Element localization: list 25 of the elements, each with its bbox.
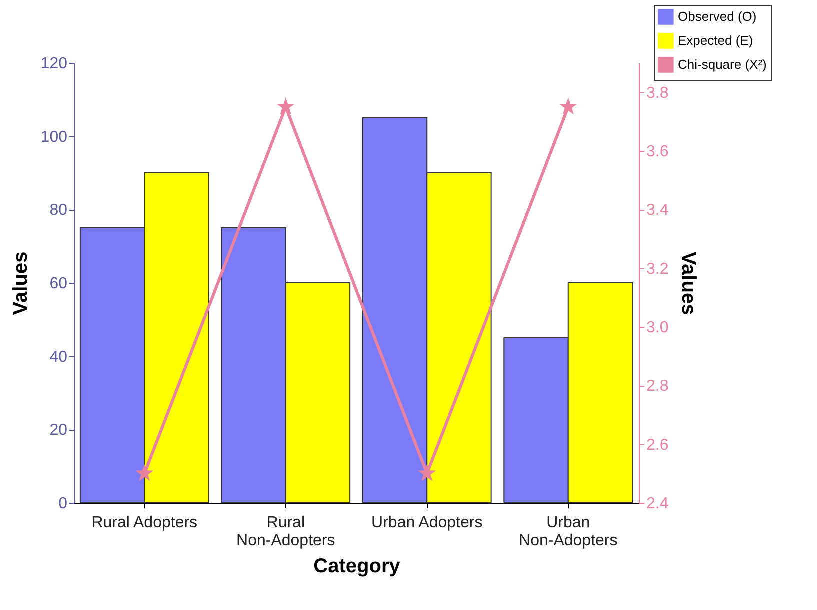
x-tick-label: Urban Non-Adopters [519,514,618,550]
x-tick-label: Rural Non-Adopters [236,514,336,550]
y2-tick-label: 2.4 [646,496,669,512]
y-tick-label: 60 [50,276,68,292]
legend-label: Chi-square (X²) [678,57,767,72]
legend-label: Observed (O) [678,9,757,24]
y2-tick-label: 2.8 [646,378,669,396]
y2-axis-title: Values [678,252,700,316]
y-axis-title: Values [10,252,32,316]
y2-tick-label: 3.4 [646,202,669,220]
x-axis-title: Category [314,556,402,578]
y-tick-label: 80 [50,202,68,220]
y-tick-label: 40 [50,348,68,366]
legend-label: Expected (E) [678,33,754,48]
x-tick-label: Urban Adopters [372,514,483,532]
y-tick-label: 120 [40,56,68,72]
y2-tick-label: 3.8 [646,84,669,102]
y2-tick-label: 3.2 [646,260,669,278]
y2-tick-label: 2.6 [646,436,669,454]
y-tick-label: 100 [40,128,68,146]
y-tick-label: 0 [58,496,68,512]
y2-tick-label: 3.6 [646,144,669,160]
y-tick-label: 20 [50,422,68,440]
x-tick-label: Rural Adopters [92,514,198,532]
y2-tick-label: 3.0 [646,320,669,336]
